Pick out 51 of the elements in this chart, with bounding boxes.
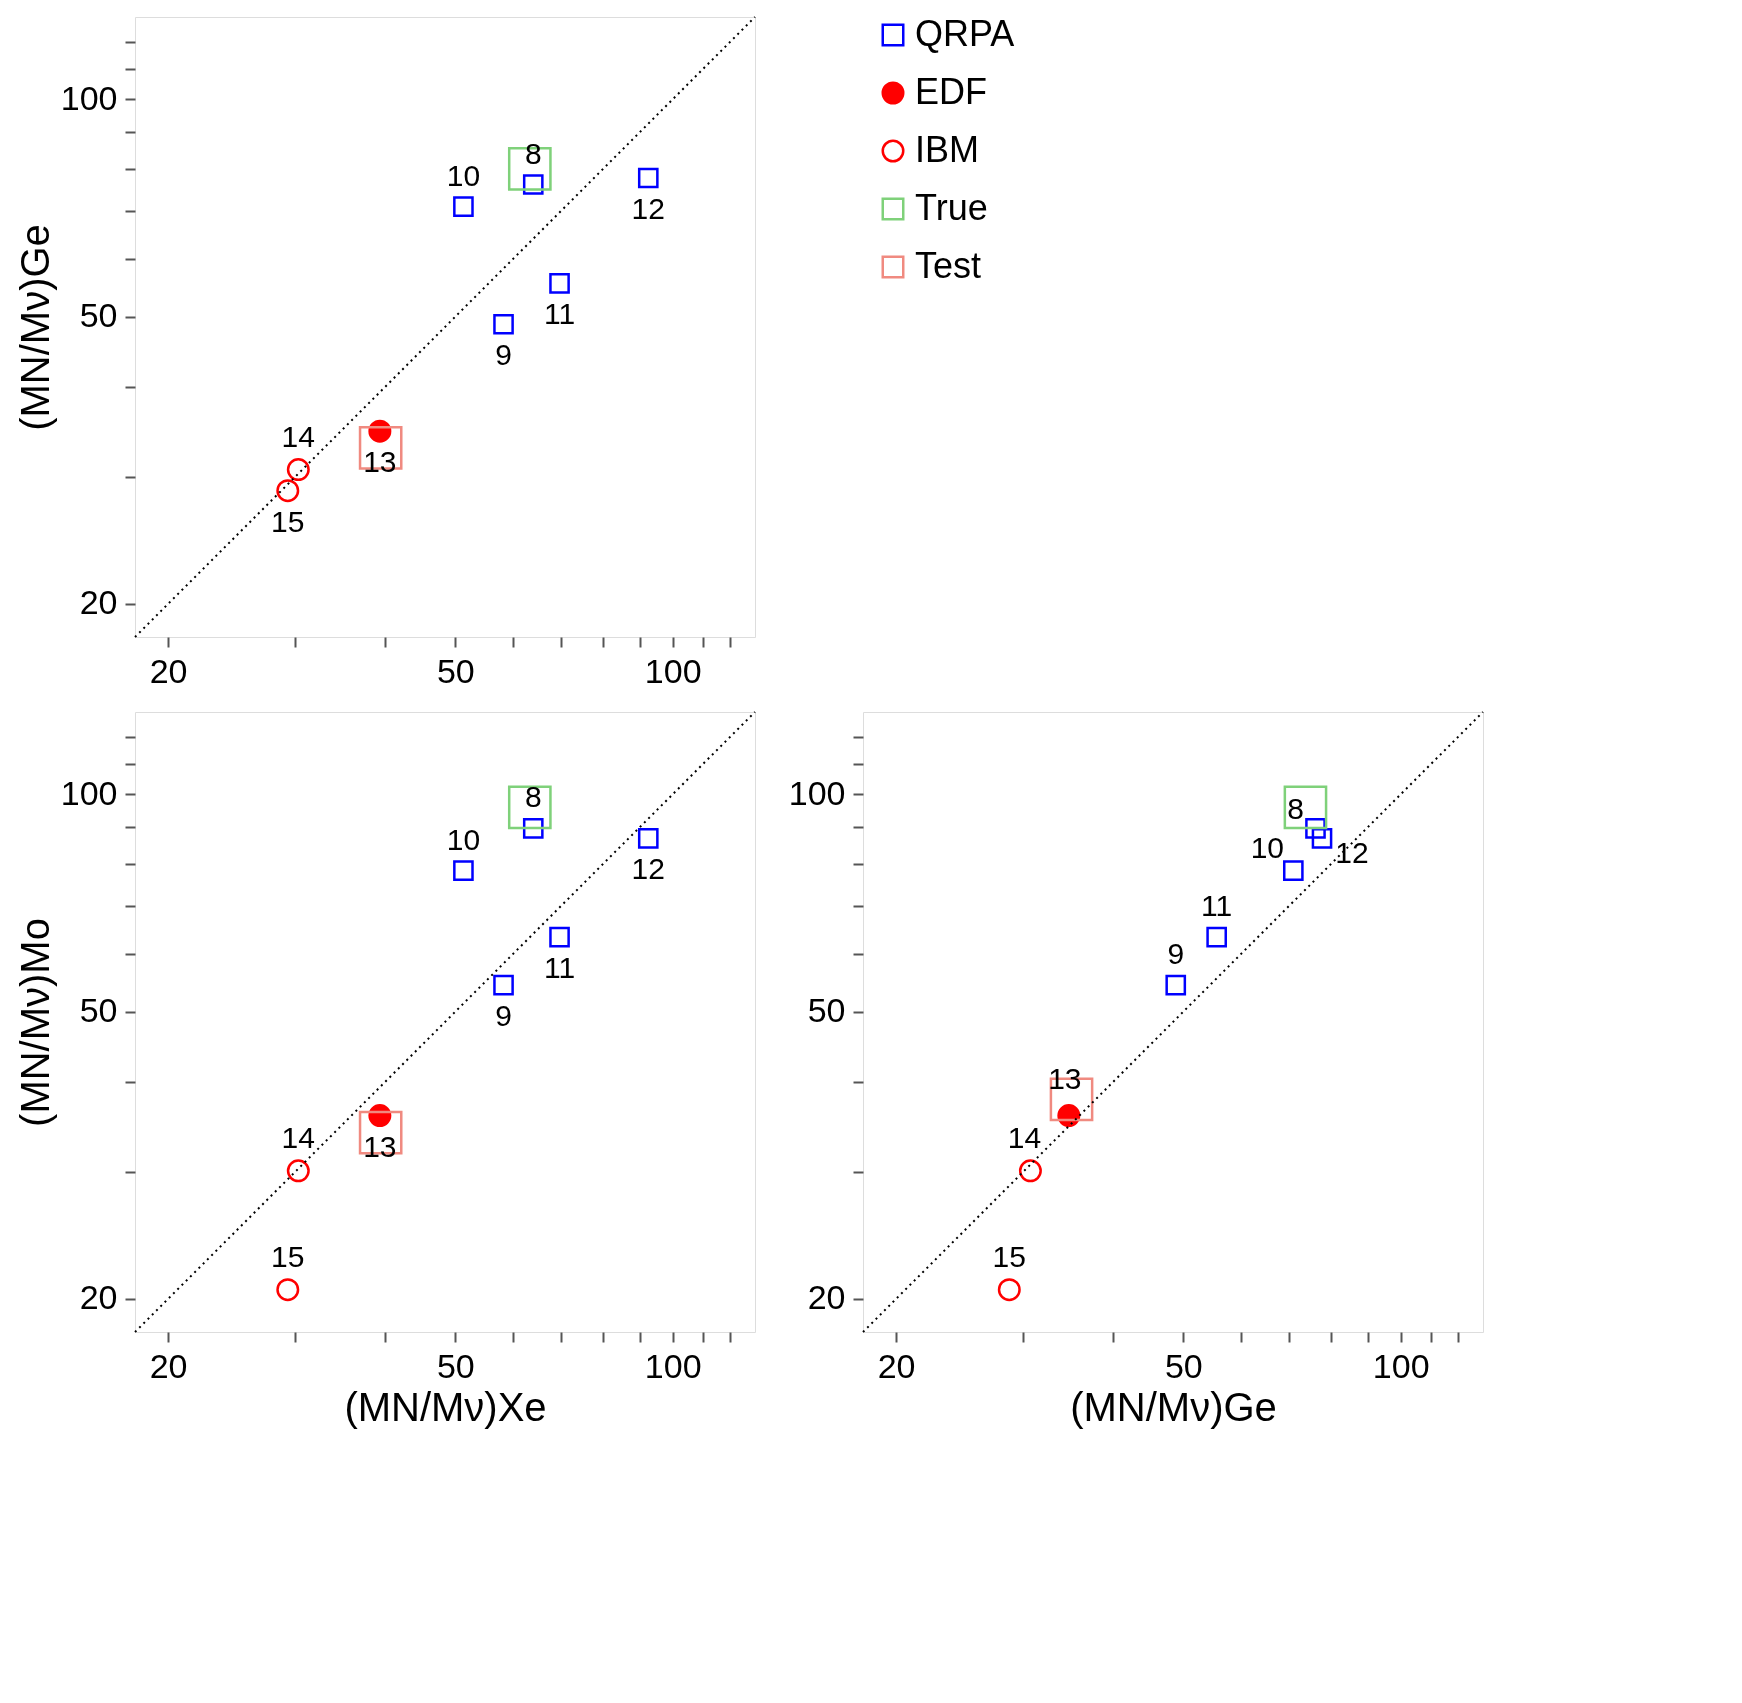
annotation: 15: [271, 504, 305, 538]
annotation: 9: [495, 338, 512, 372]
y-axis-title: (MN/Mν)Mo: [12, 918, 57, 1127]
y-tick-label: 20: [807, 1278, 846, 1317]
annotation: 9: [495, 999, 512, 1033]
x-tick-label: 50: [436, 651, 475, 690]
y-tick-label: 20: [79, 583, 118, 622]
legend-label: True: [915, 187, 988, 228]
legend-label: EDF: [915, 71, 987, 112]
y-tick-label: 100: [788, 773, 846, 812]
y-tick-label: 100: [60, 773, 118, 812]
annotation: 8: [1287, 792, 1304, 826]
y-tick-label: 50: [79, 991, 118, 1030]
x-tick-label: 20: [149, 1346, 188, 1385]
x-tick-label: 50: [1164, 1346, 1203, 1385]
x-tick-label: 100: [644, 651, 702, 690]
x-axis-title: (MN/Mν)Xe: [344, 1384, 547, 1429]
x-tick-label: 20: [149, 651, 188, 690]
annotation: 11: [543, 297, 576, 331]
annotation: 10: [446, 158, 481, 192]
x-tick-label: 100: [1372, 1346, 1430, 1385]
legend-label: QRPA: [915, 13, 1015, 54]
annotation: 13: [1048, 1061, 1082, 1095]
annotation: 11: [543, 951, 576, 985]
y-tick-label: 100: [60, 78, 118, 117]
y-axis-title: (MN/Mν)Ge: [12, 224, 57, 431]
x-tick-label: 50: [436, 1346, 475, 1385]
annotation: 12: [631, 852, 665, 886]
annotation: 13: [363, 445, 397, 479]
annotation: 14: [1007, 1120, 1042, 1154]
annotation: 14: [281, 1120, 315, 1154]
y-tick-label: 50: [79, 296, 118, 335]
legend-label: Test: [915, 245, 982, 286]
legend-label: IBM: [915, 129, 980, 170]
annotation: 9: [1167, 937, 1185, 971]
annotation: 8: [524, 136, 542, 170]
y-tick-label: 20: [79, 1278, 118, 1317]
annotation: 8: [524, 780, 542, 814]
y-tick-label: 50: [807, 991, 846, 1030]
annotation: 10: [1250, 830, 1285, 864]
annotation: 12: [1335, 836, 1369, 870]
annotation: 10: [446, 822, 481, 856]
annotation: 15: [992, 1239, 1026, 1273]
x-axis-title: (MN/Mν)Ge: [1070, 1384, 1277, 1429]
annotation: 12: [631, 191, 665, 225]
x-tick-label: 100: [644, 1346, 702, 1385]
annotation: 15: [271, 1239, 305, 1273]
annotation: 11: [1201, 889, 1233, 923]
annotation: 13: [363, 1129, 397, 1163]
x-tick-label: 20: [877, 1346, 916, 1385]
annotation: 14: [281, 419, 315, 453]
